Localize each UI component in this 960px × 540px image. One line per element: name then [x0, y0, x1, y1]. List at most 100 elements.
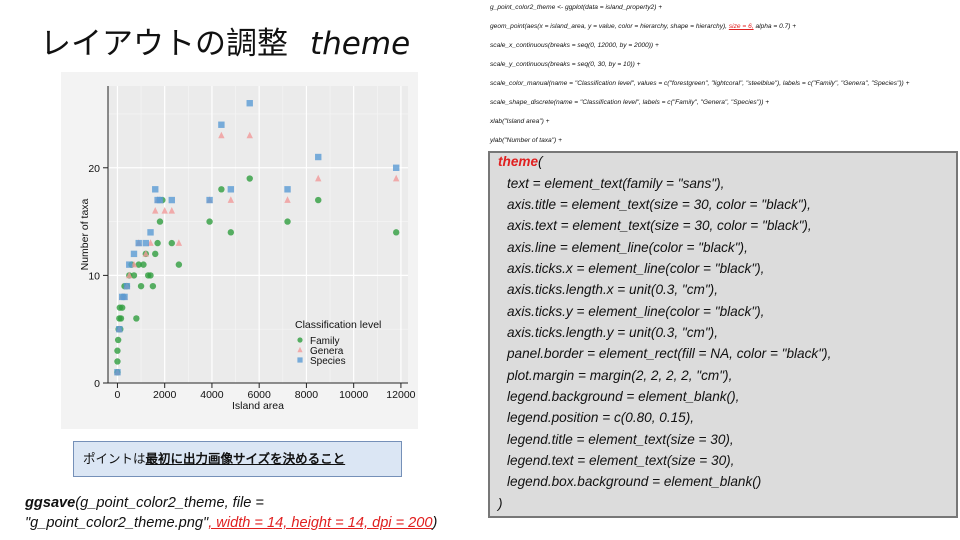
code-line: scale_color_manual(name = "Classificatio…	[490, 80, 910, 87]
code-line: xlab("Island area") +	[490, 118, 550, 125]
y-tick-label: 0	[94, 378, 100, 390]
x-tick-label: 8000	[295, 389, 319, 401]
data-point-family	[315, 196, 322, 204]
data-point-genera	[152, 207, 159, 214]
data-point-species	[227, 186, 235, 193]
data-point-family	[392, 229, 400, 236]
y-tick-label: 10	[88, 270, 100, 282]
data-point-family	[114, 336, 122, 344]
slide-title-jp: レイアウトの調整	[40, 26, 288, 62]
data-point-family	[117, 315, 125, 322]
data-point-genera	[168, 207, 175, 214]
code-line: scale_y_continuous(breaks = seq(0, 30, b…	[490, 61, 641, 68]
data-point-genera	[246, 131, 253, 139]
theme-close: )	[498, 496, 503, 511]
data-point-genera	[126, 271, 133, 279]
ggsave-size-args: , width = 14, height = 14, dpi = 200	[208, 515, 433, 531]
theme-arg: axis.ticks.length.y = unit(0.3, "cm"),	[507, 325, 718, 340]
x-tick-label: 10000	[339, 389, 368, 401]
x-tick-label: 2000	[153, 389, 177, 401]
ggsave-close: )	[432, 515, 438, 531]
data-point-genera	[142, 250, 149, 257]
data-point-family	[156, 218, 164, 225]
theme-open: theme(	[498, 154, 543, 169]
code-line: scale_shape_discrete(name = "Classificat…	[490, 99, 770, 106]
data-point-family	[140, 261, 147, 268]
code-line: g_point_color2_theme <- ggplot(data = is…	[490, 4, 663, 11]
theme-arg: plot.margin = margin(2, 2, 2, 2, "cm"),	[507, 368, 733, 383]
data-point-family	[114, 347, 121, 354]
data-point-species	[130, 250, 138, 258]
data-point-family	[152, 250, 159, 258]
theme-arg: legend.background = element_blank(),	[507, 389, 740, 404]
data-point-genera	[315, 174, 322, 182]
data-point-family	[227, 229, 235, 236]
data-point-genera	[227, 196, 235, 203]
data-point-family	[137, 282, 145, 290]
legend-label: Species	[310, 356, 346, 367]
data-point-species	[152, 186, 159, 193]
legend-label: Family	[310, 336, 339, 347]
data-point-genera	[175, 239, 183, 246]
data-point-family	[114, 358, 121, 365]
data-point-genera	[161, 207, 168, 214]
data-point-family	[133, 315, 140, 322]
data-point-family	[147, 272, 154, 279]
scatter-chart-svg: 0 2000 4000 6000 8000 10000 12000 0 10 20 Island a…	[79, 86, 416, 412]
legend-title: Classification level	[295, 319, 381, 331]
data-point-family	[135, 261, 142, 268]
data-point-species	[147, 229, 154, 236]
code-geom-tail: alpha = 0.7) +	[753, 23, 797, 30]
theme-code-box: theme( text = element_text(family = "san…	[488, 151, 958, 518]
x-tick-label: 0	[115, 389, 121, 401]
theme-arg: axis.text = element_text(size = 30, colo…	[507, 218, 812, 233]
data-point-species	[135, 239, 142, 247]
slide-title-en: theme	[310, 26, 411, 62]
data-point-species	[392, 164, 400, 171]
code-line: scale_x_continuous(breaks = seq(0, 12000…	[490, 42, 659, 49]
theme-arg: legend.box.background = element_blank()	[507, 474, 762, 489]
theme-arg: axis.ticks.length.x = unit(0.3, "cm"),	[507, 282, 718, 297]
data-point-species	[142, 239, 149, 247]
legend-key-species	[297, 357, 303, 363]
data-point-family	[284, 218, 291, 225]
y-axis-label: Number of taxa	[79, 198, 91, 270]
ggsave-code: ggsave(g_point_color2_theme, file = "g_p…	[25, 493, 437, 533]
data-point-species	[315, 153, 322, 161]
data-point-family	[175, 261, 183, 268]
legend-key-family	[297, 337, 303, 343]
slide-title: レイアウトの調整 theme	[40, 18, 410, 63]
ggsave-file: "g_point_color2_theme.png"	[25, 515, 209, 531]
data-point-family	[118, 304, 126, 311]
note-prefix: ポイントは	[83, 451, 146, 466]
note-emphasis: 最初に出力画像サイズを決めること	[145, 451, 346, 466]
x-tick-label: 4000	[200, 389, 224, 401]
theme-arg: text = element_text(family = "sans"),	[507, 176, 725, 191]
data-point-species	[126, 261, 133, 268]
x-tick-label: 12000	[386, 389, 415, 401]
data-point-family	[149, 282, 157, 290]
data-point-family	[130, 272, 138, 279]
legend-key-genera	[297, 346, 303, 353]
data-point-family	[206, 218, 213, 225]
data-point-species	[121, 293, 128, 301]
theme-keyword: theme	[498, 154, 539, 169]
y-tick-label: 20	[88, 163, 100, 175]
code-geom-size: size = 6,	[728, 23, 754, 30]
data-point-species	[114, 369, 121, 376]
point-note-box: ポイントは最初に出力画像サイズを決めること	[73, 441, 402, 477]
data-point-family	[246, 175, 253, 182]
theme-arg: axis.line = element_line(color = "black"…	[507, 240, 748, 255]
theme-arg: legend.text = element_text(size = 30),	[507, 453, 735, 468]
theme-arg: legend.position = c(0.80, 0.15),	[507, 410, 695, 425]
x-tick-label: 6000	[248, 389, 272, 401]
ggsave-args-line1: (g_point_color2_theme, file =	[75, 495, 264, 511]
code-geom-text: geom_point(aes(x = island_area, y = valu…	[490, 23, 729, 30]
theme-arg: axis.ticks.x = element_line(color = "bla…	[507, 261, 765, 276]
x-axis-label: Island area	[232, 400, 284, 412]
data-point-genera	[284, 196, 291, 203]
data-point-species	[284, 186, 291, 193]
data-point-species	[246, 100, 253, 107]
data-point-species	[168, 196, 175, 204]
data-point-family	[154, 239, 161, 247]
